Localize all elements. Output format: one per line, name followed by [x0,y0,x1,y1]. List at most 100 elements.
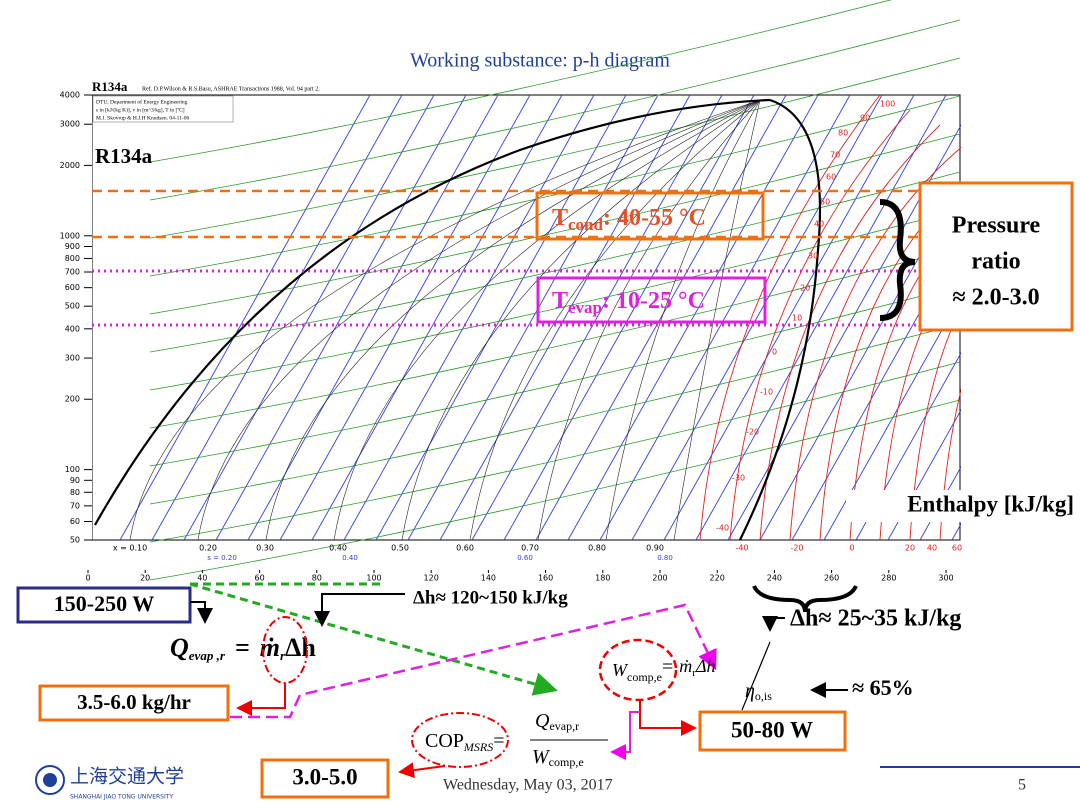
quality-label: 0.40 [329,544,347,553]
logo-emblem [43,773,57,787]
isotherm-label: 10 [792,314,802,323]
isentrope [151,94,403,541]
isentrope [439,94,691,541]
pressure-ratio: ≈ 2.0-3.0 [952,285,1039,311]
arrow [610,711,640,760]
y-tick-label: 600 [65,283,80,292]
quality-label: 0.30 [256,544,274,553]
temperature-label: 0 [849,544,854,553]
quality-label: 0.80 [588,544,606,553]
quality-line [265,99,761,541]
sub: evap,r [549,719,579,733]
isotherm-label: 90 [860,114,870,123]
brace [752,585,858,613]
isochore [149,247,961,429]
sub: evap ,r [189,648,226,663]
temperature-label: -20 [790,544,803,553]
diagram-label: R134a [95,144,153,168]
isochore [149,0,892,163]
isochore [149,171,961,353]
y-tick-label: 80 [70,488,80,497]
x-tick-label: 220 [710,574,725,583]
isentrope [663,94,915,541]
isochore [149,19,961,201]
saturation-vapor [739,98,822,541]
isotherm-label: -20 [746,428,759,437]
formula-q: Qevap ,r = ṁrΔh [170,633,316,663]
y-tick-label: 60 [70,517,80,526]
fraction-slash [741,641,771,711]
eq: = [493,730,504,752]
info-line: DTU, Department of Energy Engineering [96,98,188,105]
sub: MSRS [463,740,493,754]
isotherm-label: 100 [880,100,895,109]
isotherm [759,124,941,541]
y-tick-label: 300 [65,354,80,363]
temperature-label: 40 [927,544,937,553]
isochore [149,285,961,467]
t-evap: Tevap: 10-25 °C [552,288,705,317]
isochore [149,133,961,315]
x-tick-label: 240 [767,574,782,583]
quality-line [333,99,761,541]
pressure-ratio: Pressure [952,213,1041,239]
enthalpy-bg [846,490,1076,522]
diagram-heading: R134a [92,79,128,94]
isentrope [375,94,627,541]
temperature-label: 60 [952,544,962,553]
quality-label: 0.50 [391,544,409,553]
formula-num: Qevap,r [535,710,579,733]
sym: ṁ [260,633,280,662]
isotherm-label: 20 [800,284,810,293]
quality-line [401,99,761,541]
sym: η [745,680,755,702]
x-tick-label: 180 [595,574,610,583]
isentrope [279,94,531,541]
temperature-label: -40 [735,544,748,553]
pressure-ratio-box [918,181,1074,332]
sub: comp,e [549,755,584,769]
formula-den: Wcomp,e [532,746,584,769]
y-tick-label: 4000 [60,91,80,100]
isotherm [729,109,911,541]
sym: COP [425,730,464,752]
mass-flow-box [38,684,230,722]
sub: r [692,667,696,679]
reference: Ref. D.P.Wilson & R.S.Basu, ASHRAE Trans… [142,85,320,92]
isotherm-label: 0 [772,348,777,357]
sub: o,is [755,689,772,703]
isentrope [119,94,371,541]
quality-line [537,99,761,541]
formula-w: Wcomp,e= ṁrΔh [612,656,716,684]
arrow [314,593,405,627]
isentrope [727,94,979,541]
isentrope [343,94,595,541]
sym: ṁ [679,656,692,676]
dh-evap: Δh≈ 120~150 kJ/kg [413,587,568,608]
t-cond: Tcond: 40-55 °C [552,205,706,234]
x-tick-label: 20 [140,574,150,583]
isochore [149,323,961,505]
x-tick-label: 100 [366,574,381,583]
arrow [762,616,785,632]
t-symbol: T [552,205,568,231]
isotherm-label: -30 [732,474,745,483]
t-cond-box [535,191,765,241]
x-tick-label: 60 [255,574,265,583]
slide-title: Working substance: p-h diagram [410,50,670,72]
dh-comp: Δh≈ 25~35 kJ/kg [790,606,961,632]
sym: Δh [285,633,316,662]
x-tick-label: 40 [197,574,207,583]
isochore [149,209,961,391]
isentrope [567,94,819,541]
x-tick-label: 0 [85,574,90,583]
pressure-ratio: ratio [971,249,1020,275]
isentrope [631,94,883,541]
axis-label: Enthalpy [kJ/kg] [907,491,1074,516]
y-tick-label: 900 [65,242,80,251]
y-tick-label: 70 [70,501,80,510]
sub: comp,e [627,670,662,684]
isotherm [789,139,971,541]
sym: Δh [695,656,716,676]
